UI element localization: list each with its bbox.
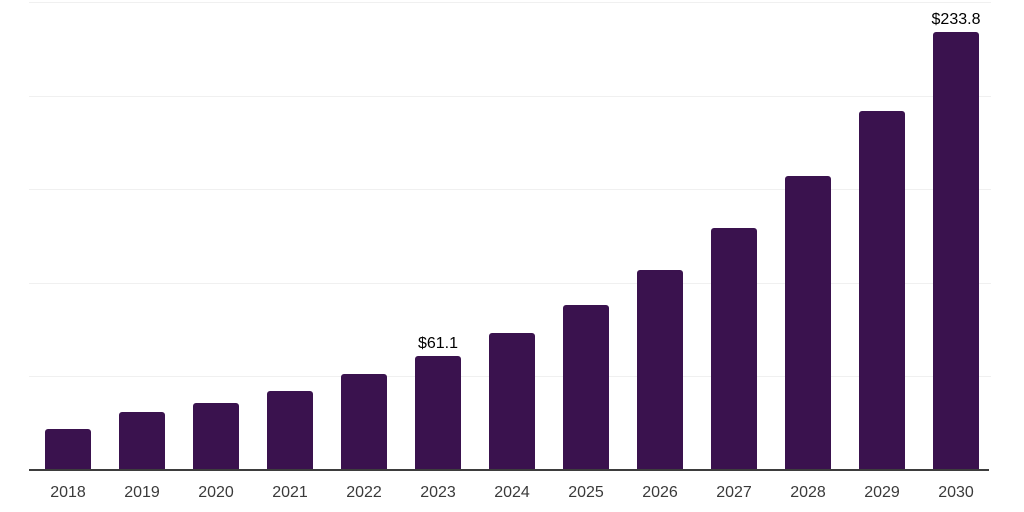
x-tick-label-2019: 2019 [124, 484, 160, 501]
gridline [29, 282, 991, 284]
x-tick-label-2026: 2026 [642, 484, 678, 501]
bar-value-label-2023: $61.1 [417, 334, 459, 352]
x-tick-label-2028: 2028 [790, 484, 826, 501]
gridline [29, 189, 991, 191]
x-tick-label-2020: 2020 [198, 484, 234, 501]
bar-2023 [415, 355, 461, 470]
bar-2020 [193, 403, 239, 470]
gridline [29, 95, 991, 97]
x-tick-label-2023: 2023 [420, 484, 456, 501]
bar-2026 [637, 270, 683, 470]
bar-2022 [341, 373, 387, 470]
bar-2030 [933, 32, 979, 470]
bar-2027 [711, 228, 757, 470]
x-tick-label-2022: 2022 [346, 484, 382, 501]
bar-2018 [45, 429, 91, 470]
bar-2024 [489, 333, 535, 470]
x-tick-label-2025: 2025 [568, 484, 604, 501]
bar-2025 [563, 305, 609, 470]
x-tick-label-2018: 2018 [50, 484, 86, 501]
x-tick-label-2030: 2030 [938, 484, 974, 501]
bar-2019 [119, 412, 165, 470]
bar-2029 [859, 110, 905, 470]
gridline [29, 2, 991, 3]
bar-value-label-2030: $233.8 [931, 11, 981, 29]
bar-2028 [785, 176, 831, 470]
x-tick-label-2029: 2029 [864, 484, 900, 501]
x-tick-label-2027: 2027 [716, 484, 752, 501]
bar-2021 [267, 391, 313, 470]
x-axis-line [29, 469, 989, 471]
x-tick-label-2021: 2021 [272, 484, 308, 501]
x-tick-label-2024: 2024 [494, 484, 530, 501]
